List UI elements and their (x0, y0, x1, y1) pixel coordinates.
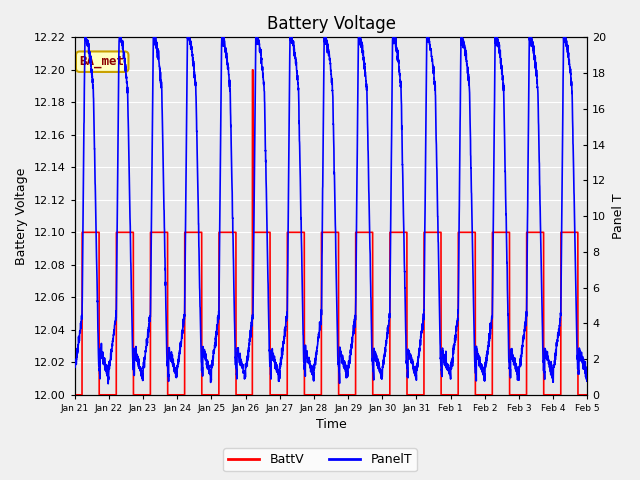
X-axis label: Time: Time (316, 419, 346, 432)
Y-axis label: Panel T: Panel T (612, 193, 625, 239)
Text: BA_met: BA_met (80, 55, 125, 68)
Legend: BattV, PanelT: BattV, PanelT (223, 448, 417, 471)
Title: Battery Voltage: Battery Voltage (266, 15, 396, 33)
Y-axis label: Battery Voltage: Battery Voltage (15, 168, 28, 265)
